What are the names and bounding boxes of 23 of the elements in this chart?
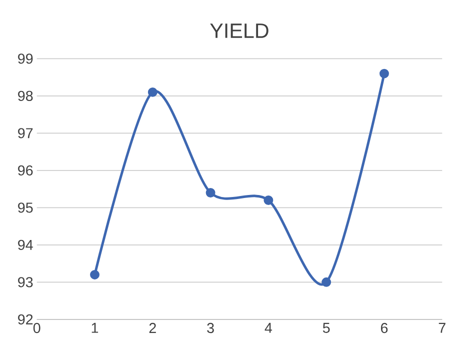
x-tick-label: 4 — [264, 322, 272, 333]
x-tick-label: 1 — [92, 322, 98, 333]
point — [206, 188, 216, 198]
x-tick-label: 0 — [33, 322, 40, 334]
x-tick-label: 3 — [207, 322, 214, 334]
x-tick-label: 6 — [380, 322, 388, 334]
chart-title: YIELD — [210, 24, 268, 38]
x-tick-label: 2 — [149, 322, 156, 333]
y-tick-label: 92 — [18, 314, 33, 325]
x-tick-label: 5 — [322, 322, 330, 333]
point — [322, 277, 332, 287]
y-tick-label: 95 — [18, 202, 33, 213]
y-tick-label: 93 — [18, 277, 33, 288]
x-tick-label: 7 — [438, 322, 446, 333]
y-tick-label: 96 — [18, 165, 33, 176]
y-tick-label: 99 — [18, 54, 33, 64]
y-tick-label: 98 — [18, 90, 33, 102]
point — [264, 196, 274, 205]
point — [148, 87, 158, 97]
point — [380, 68, 389, 78]
point — [90, 270, 100, 280]
y-tick-label: 94 — [18, 240, 33, 250]
y-tick-label: 97 — [18, 128, 33, 138]
